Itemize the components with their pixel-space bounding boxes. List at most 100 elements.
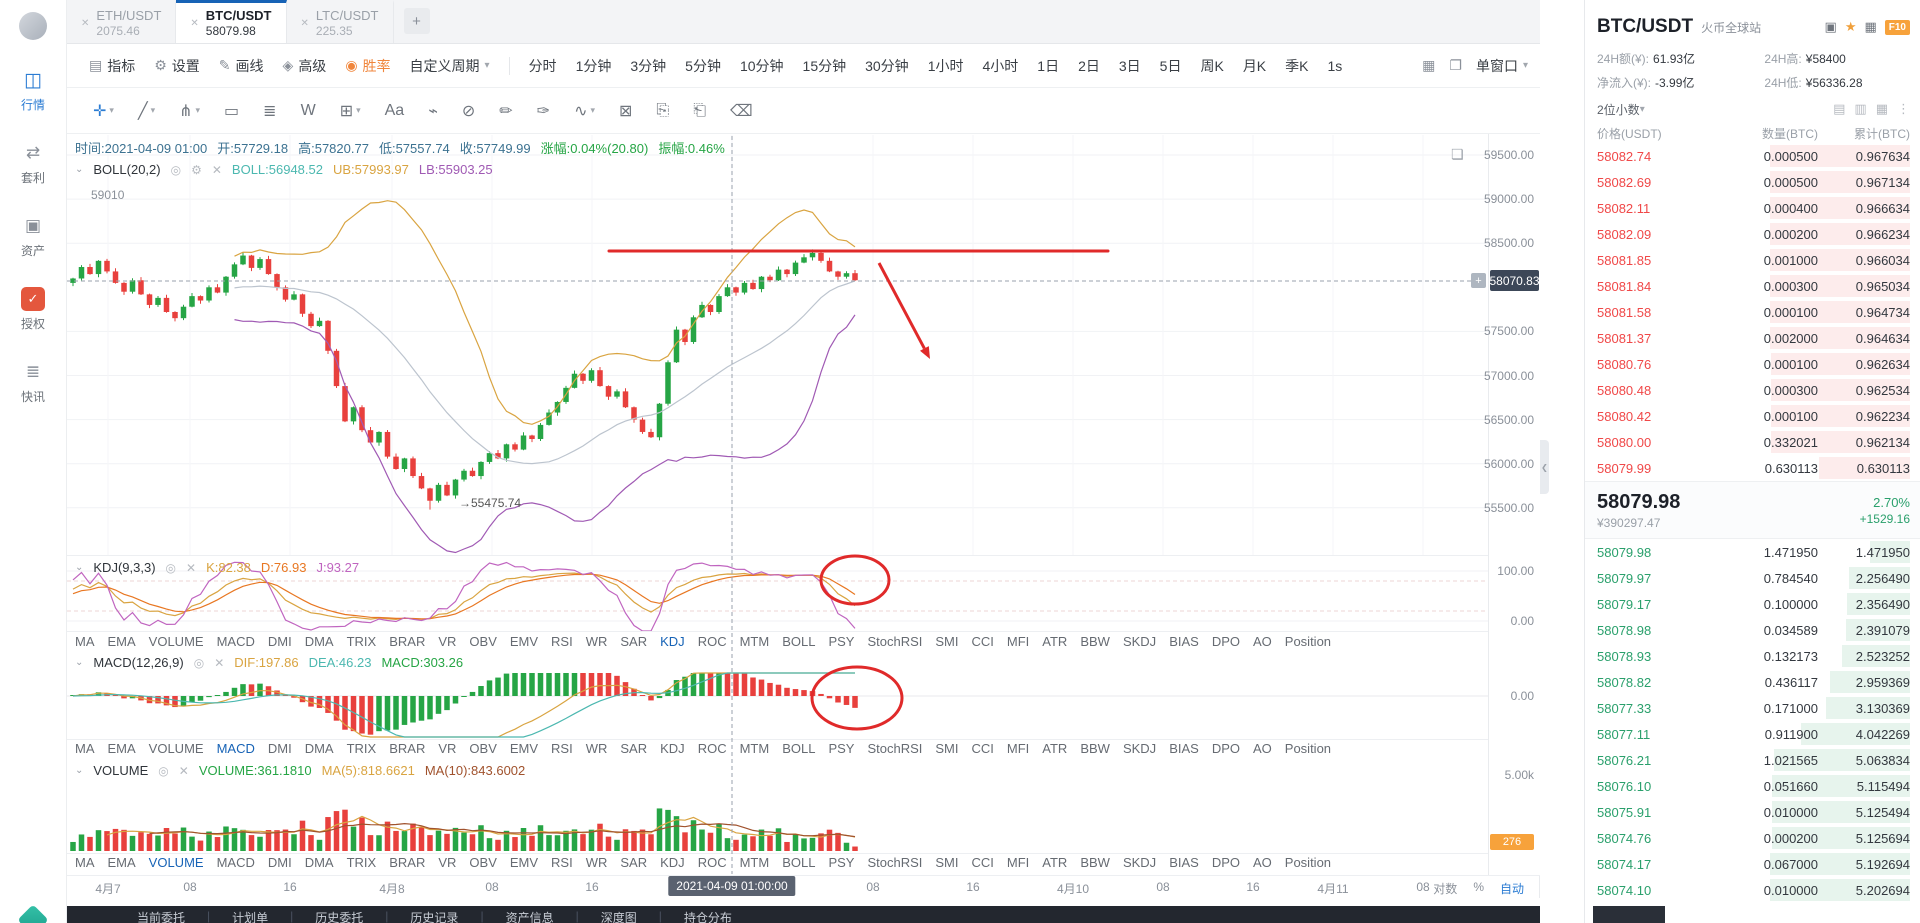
indicator-tab-bias[interactable]: BIAS [1169, 855, 1199, 870]
book-row-ask[interactable]: 58081.85 0.001000 0.966034 [1597, 247, 1910, 273]
indicator-tab-sar[interactable]: SAR [620, 855, 648, 870]
indicator-tab-wr[interactable]: WR [585, 634, 608, 649]
indicator-tab-ao[interactable]: AO [1252, 855, 1272, 870]
indicator-tab-smi[interactable]: SMI [935, 634, 959, 649]
last-price-block[interactable]: 58079.98 ¥390297.47 2.70% +1529.16 [1585, 481, 1920, 539]
book-row-bid[interactable]: 58078.98 0.034589 2.391079 [1597, 617, 1910, 643]
pencil-tool[interactable]: ✏ [499, 101, 512, 121]
indicator-tab-stochrsi[interactable]: StochRSI [867, 741, 923, 756]
book-row-bid[interactable]: 58078.93 0.132173 2.523252 [1597, 643, 1910, 669]
time-axis-label[interactable]: 08 [485, 880, 499, 894]
book-row-bid[interactable]: 58079.17 0.100000 2.356490 [1597, 591, 1910, 617]
price-axis[interactable]: 100.00 0.00 0.00 5.00k 59500.00 59000.00 5… [1484, 134, 1540, 875]
indicator-tab-stochrsi[interactable]: StochRSI [867, 634, 923, 649]
close-icon[interactable]: ✕ [214, 655, 225, 670]
indicator-tab-volume[interactable]: VOLUME [148, 741, 204, 756]
book-mode-asks-icon[interactable]: ▥ [1854, 101, 1867, 116]
time-axis-label[interactable]: 4月10 [1056, 882, 1090, 896]
book-row-bid[interactable]: 58079.97 0.784540 2.256490 [1597, 565, 1910, 591]
eye-icon[interactable]: ◎ [193, 655, 205, 670]
indicator-tab-cci[interactable]: CCI [971, 855, 994, 870]
book-row-ask[interactable]: 58080.48 0.000300 0.962534 [1597, 377, 1910, 403]
indicator-tab-dma[interactable]: DMA [304, 741, 334, 756]
indicator-tab-atr[interactable]: ATR [1042, 634, 1068, 649]
close-tab-icon[interactable]: ✕ [190, 17, 199, 29]
indicator-tab-mfi[interactable]: MFI [1006, 855, 1030, 870]
indicator-tab-vr[interactable]: VR [438, 855, 457, 870]
indicator-tab-sar[interactable]: SAR [620, 634, 648, 649]
book-row-ask[interactable]: 58081.37 0.002000 0.964634 [1597, 325, 1910, 351]
indicator-tab-rsi[interactable]: RSI [551, 855, 573, 870]
fullscreen-icon[interactable]: ❏ [1451, 146, 1464, 162]
text-tool[interactable]: Aa [385, 102, 405, 120]
book-row-bid[interactable]: 58074.76 0.000200 5.125694 [1597, 825, 1910, 851]
chevron-down-icon[interactable]: ⌄ [75, 562, 84, 573]
indicator-tab-mtm[interactable]: MTM [739, 855, 770, 870]
indicator-tab-dmi[interactable]: DMI [267, 855, 292, 870]
indicator-tab-position[interactable]: Position [1284, 855, 1332, 870]
time-axis-label[interactable]: 16 [283, 880, 297, 894]
bottom-tab-0[interactable]: 当前委托 [137, 911, 186, 923]
prohibit-tool[interactable]: ⊘ [462, 101, 475, 121]
macd-panel-chart[interactable] [67, 671, 1488, 739]
period-option-12[interactable]: 5日 [1159, 57, 1182, 74]
book-row-bid[interactable]: 58076.10 0.051660 5.115494 [1597, 773, 1910, 799]
indicator-tab-trix[interactable]: TRIX [346, 741, 377, 756]
indicator-tab-wr[interactable]: WR [585, 741, 608, 756]
advanced-button[interactable]: ◈ 高级 [283, 56, 327, 76]
period-option-1[interactable]: 1分钟 [575, 57, 612, 74]
time-axis-label[interactable]: 4月8 [379, 882, 405, 896]
indicator-tab-emv[interactable]: EMV [509, 634, 539, 649]
period-option-9[interactable]: 1日 [1037, 57, 1060, 74]
bottom-tab-4[interactable]: 资产信息 [505, 911, 554, 923]
period-option-5[interactable]: 15分钟 [802, 57, 847, 74]
indicator-tab-mfi[interactable]: MFI [1006, 741, 1030, 756]
indicator-tab-bbw[interactable]: BBW [1080, 634, 1110, 649]
sidebar-item-news[interactable]: ≣ 快讯 [21, 360, 45, 405]
indicator-tab-ao[interactable]: AO [1252, 741, 1272, 756]
period-option-15[interactable]: 季K [1285, 57, 1309, 74]
indicator-tab-boll[interactable]: BOLL [782, 741, 816, 756]
period-option-6[interactable]: 30分钟 [865, 57, 909, 74]
add-symbol-tab-button[interactable]: + [403, 8, 430, 34]
brush-tool[interactable]: ✑ [537, 101, 550, 121]
indicator-tab-dma[interactable]: DMA [304, 855, 334, 870]
book-row-bid[interactable]: 58074.10 0.010000 5.202694 [1597, 877, 1910, 903]
indicator-tab-psy[interactable]: PSY [828, 741, 855, 756]
indicator-tab-bias[interactable]: BIAS [1169, 741, 1199, 756]
period-option-8[interactable]: 4小时 [982, 57, 1019, 74]
book-row-ask[interactable]: 58079.99 0.630113 0.630113 [1597, 455, 1910, 481]
indicator-tab-ma[interactable]: MA [75, 855, 95, 870]
time-axis-label[interactable]: 08 [1156, 880, 1170, 894]
indicator-tab-bbw[interactable]: BBW [1080, 741, 1110, 756]
indicator-tab-ema[interactable]: EMA [107, 634, 136, 649]
indicator-tab-macd[interactable]: MACD [216, 855, 255, 870]
settings-icon[interactable]: ⚙ [191, 162, 202, 177]
time-axis-label[interactable]: 4月7 [95, 882, 121, 896]
indicator-tab-rsi[interactable]: RSI [551, 634, 573, 649]
axis-option-1[interactable]: % [1473, 880, 1484, 894]
rectangle-tool[interactable]: ▭ [224, 101, 239, 121]
indicator-tab-obv[interactable]: OBV [469, 855, 497, 870]
panel-collapse-handle[interactable]: ❮ [1540, 440, 1549, 494]
book-row-ask[interactable]: 58082.69 0.000500 0.967134 [1597, 169, 1910, 195]
indicator-tab-skdj[interactable]: SKDJ [1122, 855, 1157, 870]
close-icon[interactable]: ✕ [186, 560, 197, 575]
indicator-tab-emv[interactable]: EMV [509, 855, 539, 870]
indicator-tab-boll[interactable]: BOLL [782, 634, 816, 649]
indicator-tab-smi[interactable]: SMI [935, 741, 959, 756]
elliott-wave-tool[interactable]: W [301, 102, 316, 120]
period-option-0[interactable]: 分时 [528, 57, 557, 74]
indicator-tab-vr[interactable]: VR [438, 741, 457, 756]
book-row-bid[interactable]: 58077.33 0.171000 3.130369 [1597, 695, 1910, 721]
book-row-bid[interactable]: 58075.91 0.010000 5.125494 [1597, 799, 1910, 825]
indicator-tab-ma[interactable]: MA [75, 741, 95, 756]
wave-tool[interactable]: ∿ ▾ [574, 101, 595, 121]
period-option-3[interactable]: 5分钟 [685, 57, 721, 74]
indicator-tab-psy[interactable]: PSY [828, 634, 855, 649]
f10-badge[interactable]: F10 [1884, 19, 1910, 35]
chevron-down-icon[interactable]: ⌄ [75, 765, 84, 776]
draw-line-button[interactable]: ✎ 画线 [219, 56, 264, 76]
indicator-tab-dma[interactable]: DMA [304, 634, 334, 649]
indicator-tab-macd[interactable]: MACD [216, 741, 255, 756]
